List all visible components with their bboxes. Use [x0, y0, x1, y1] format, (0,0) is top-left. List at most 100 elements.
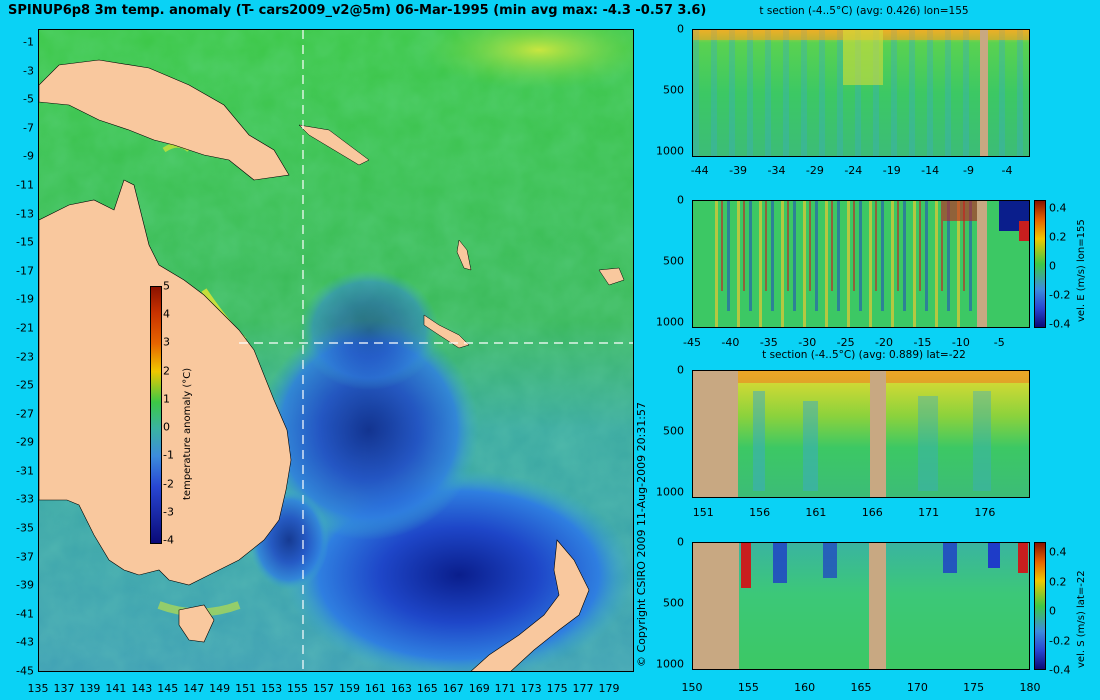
panel3-land-west	[693, 371, 738, 497]
panel1-x-tick: -44	[690, 164, 709, 177]
panel1-y-tick: 500	[663, 83, 684, 97]
panel2-colorbar-tick: -0.2	[1049, 288, 1071, 302]
panel4-section[interactable]	[692, 542, 1030, 670]
map-x-tick: 167	[442, 682, 464, 695]
land-new-guinea	[39, 59, 290, 181]
panel2-x-tick: -25	[836, 336, 855, 349]
map-x-tick: 175	[546, 682, 568, 695]
panel3-land-middle	[870, 371, 886, 497]
map-x-tick: 153	[261, 682, 283, 695]
panel4-x-tick: 150	[681, 681, 703, 694]
panel1-x-tick: -14	[921, 164, 940, 177]
map-y-tick: -33	[16, 492, 34, 506]
panel4-colorbar-tick: -0.2	[1049, 634, 1071, 647]
land-tasmania	[178, 604, 215, 643]
panel1-section[interactable]	[692, 29, 1030, 157]
map-x-tick: 145	[157, 682, 179, 695]
panel1-x-tick: -39	[729, 164, 748, 177]
panel3-y-tick: 0	[677, 363, 684, 377]
panel4-x-tick: 175	[963, 681, 985, 694]
map-y-tick: -9	[23, 149, 34, 163]
panel4-colorbar-tick: 0.4	[1049, 545, 1067, 559]
panel1-svg	[693, 30, 1029, 156]
panel1-x-tick: -19	[882, 164, 901, 177]
map-x-tick: 179	[598, 682, 620, 695]
panel2-colorbar-tick: -0.4	[1049, 317, 1071, 331]
map-colorbar-tick: -1	[163, 448, 174, 462]
panel2-x-tick: -40	[721, 336, 740, 349]
panel2-x-tick: -35	[759, 336, 778, 349]
panel4-colorbar	[1034, 542, 1046, 670]
map-colorbar-tick: 4	[163, 307, 170, 321]
panel3-x-tick: 156	[749, 506, 771, 519]
panel4-x-tick: 155	[737, 681, 759, 694]
panel1-x-tick: -4	[1001, 164, 1013, 177]
panel3-section[interactable]	[692, 370, 1030, 498]
panel4-x-tick: 180	[1019, 681, 1041, 694]
panel3-x-tick: 151	[692, 506, 714, 519]
map-x-tick: 155	[287, 682, 309, 695]
panel4-x-tick: 170	[906, 681, 928, 694]
panel3-x-tick: 176	[974, 506, 996, 519]
map-colorbar-tick: 2	[163, 364, 170, 378]
map-y-tick: -5	[23, 92, 34, 106]
map-x-tick: 177	[572, 682, 594, 695]
panel2-x-tick: -45	[683, 336, 701, 349]
map-x-tick: 163	[390, 682, 412, 695]
panel1-land	[980, 30, 988, 156]
panel4-colorbar-label: vel. S (m/s) lat=-22	[1076, 570, 1087, 668]
map-x-tick: 161	[364, 682, 386, 695]
panel2-y-tick: 1000	[656, 315, 684, 329]
map-colorbar-tick: 3	[163, 335, 170, 349]
panel3-x-tick: 161	[805, 506, 827, 519]
panel1-x-tick: -24	[844, 164, 863, 177]
panel3-svg	[693, 371, 1029, 497]
panel3-x-tick: 166	[861, 506, 883, 519]
map-y-tick: -43	[16, 635, 34, 649]
land-new-caledonia	[423, 314, 470, 349]
map-y-tick: -37	[16, 550, 34, 564]
panel2-y-tick: 500	[663, 254, 684, 268]
panel4-land-west	[693, 543, 739, 669]
panel2-y-tick: 0	[677, 193, 684, 207]
map-y-tick: -3	[23, 64, 34, 78]
panel4-x-tick: 165	[850, 681, 872, 694]
main-title: SPINUP6p8 3m temp. anomaly (T- cars2009_…	[8, 3, 707, 18]
panel1-x-tick: -9	[963, 164, 975, 177]
map-x-tick: 147	[183, 682, 205, 695]
panel4-y-tick: 0	[677, 535, 684, 549]
map-x-tick: 151	[235, 682, 257, 695]
map-x-tick: 137	[53, 682, 75, 695]
panel2-x-tick: -30	[798, 336, 817, 349]
panel1-x-tick: -34	[767, 164, 786, 177]
panel2-colorbar	[1034, 200, 1046, 328]
panel4-land-middle	[869, 543, 886, 669]
map-colorbar-tick: -4	[163, 533, 174, 547]
map-svg	[39, 30, 633, 671]
map-plot[interactable]	[38, 29, 634, 672]
warm-anomaly-northeast	[419, 30, 633, 90]
map-x-tick: 169	[468, 682, 490, 695]
land-fiji	[598, 267, 625, 286]
panel4-y-tick: 1000	[656, 657, 684, 671]
panel2-x-tick: -5	[993, 336, 1005, 349]
map-y-tick: -7	[23, 121, 34, 135]
panel1-title: t section (-4..5°C) (avg: 0.426) lon=155	[759, 5, 969, 17]
map-x-tick: 173	[520, 682, 542, 695]
panel2-section[interactable]	[692, 200, 1030, 328]
map-colorbar-tick: -2	[163, 477, 174, 491]
panel4-x-tick: 160	[794, 681, 816, 694]
map-y-tick: -11	[16, 178, 34, 192]
panel4-colorbar-tick: 0	[1049, 604, 1056, 618]
land-new-zealand	[470, 539, 590, 671]
panel3-x-tick: 171	[918, 506, 940, 519]
panel3-y-tick: 1000	[656, 485, 684, 499]
map-colorbar-tick: -3	[163, 505, 174, 519]
map-y-tick: -27	[16, 407, 34, 421]
panel3-y-tick: 500	[663, 424, 684, 438]
map-y-tick: -39	[16, 578, 34, 592]
panel2-x-tick: -20	[875, 336, 894, 349]
map-y-tick: -13	[16, 207, 34, 221]
panel4-colorbar-tick: -0.4	[1049, 663, 1071, 677]
map-y-tick: -21	[16, 321, 34, 335]
